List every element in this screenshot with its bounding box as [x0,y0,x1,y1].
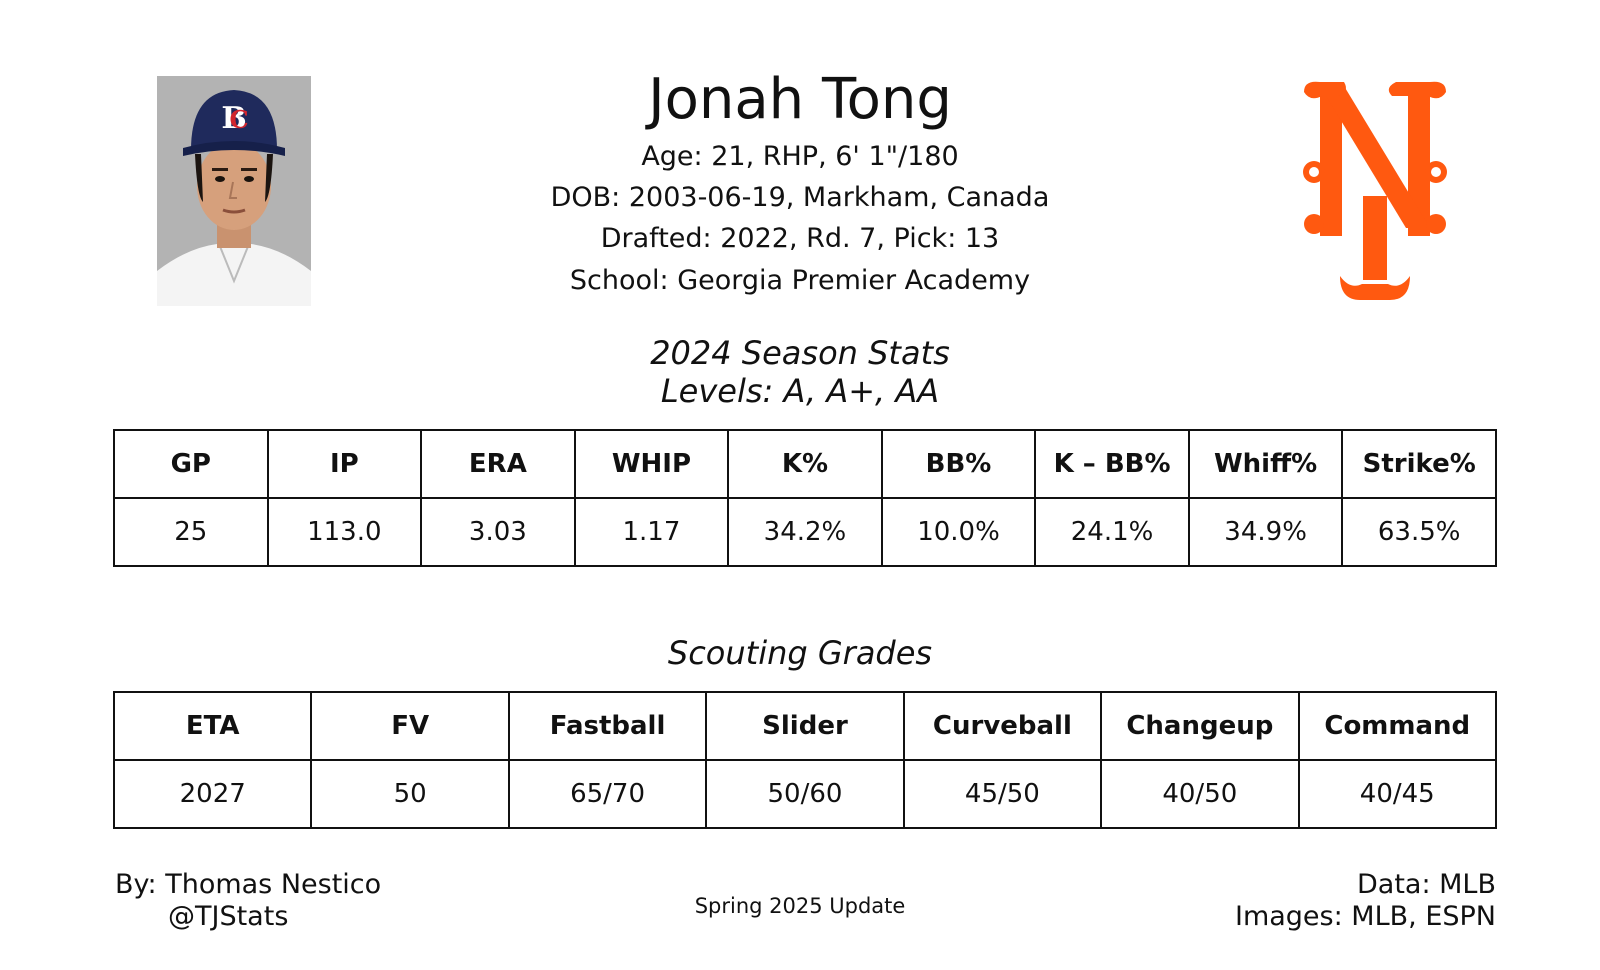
update-label: Spring 2025 Update [694,894,906,918]
credits-block: Data: MLB Images: MLB, ESPN [1235,869,1496,933]
scouting-grades-title: Scouting Grades [667,634,933,672]
header-whiff-pct: Whiff% [1187,429,1344,499]
player-bio-line: Age: 21, RHP, 6' 1"/180 [641,141,959,172]
images-credit: Images: MLB, ESPN [1234,901,1496,932]
value-curveball: 45/50 [902,759,1103,829]
svg-text:C: C [229,105,248,134]
value-era: 3.03 [420,497,576,567]
header-whip: WHIP [573,429,730,499]
value-whiff-pct: 34.9% [1187,497,1344,567]
season-stats-table: GP IP ERA WHIP K% BB% K – BB% Whiff% Str… [113,429,1497,567]
table-header-row: GP IP ERA WHIP K% BB% K – BB% Whiff% Str… [113,429,1497,499]
author-byline: By: Thomas Nestico [115,869,382,900]
scouting-grades-table: ETA FV Fastball Slider Curveball Changeu… [112,691,1498,829]
season-stats-levels: Levels: A, A+, AA [660,372,940,410]
data-credit: Data: MLB [1356,869,1496,900]
player-dob-line: DOB: 2003-06-19, Markham, Canada [550,182,1050,213]
table-row: 2027 50 65/70 50/60 45/50 40/50 40/45 [112,759,1498,829]
value-bb-pct: 10.0% [880,497,1037,567]
header-bb-pct: BB% [880,429,1037,499]
table-header-row: ETA FV Fastball Slider Curveball Changeu… [112,691,1498,761]
svg-text:B: B [221,101,246,136]
table-row: 25 113.0 3.03 1.17 34.2% 10.0% 24.1% 34.… [113,497,1497,567]
header-fastball: Fastball [507,691,708,761]
header-slider: Slider [705,691,905,761]
value-k-pct: 34.2% [727,497,883,567]
player-name: Jonah Tong [648,67,952,132]
header-k-minus-bb: K – BB% [1034,429,1190,499]
header-k-pct: K% [727,429,883,499]
value-command: 40/45 [1297,759,1498,829]
value-fastball: 65/70 [507,759,708,829]
header-command: Command [1297,691,1498,761]
value-slider: 50/60 [705,759,905,829]
header-gp: GP [113,429,269,499]
value-k-minus-bb: 24.1% [1034,497,1190,567]
header-curveball: Curveball [902,691,1103,761]
ny-team-logo [1300,78,1450,303]
header-fv: FV [310,691,510,761]
season-stats-title: 2024 Season Stats [650,334,950,372]
player-draft-line: Drafted: 2022, Rd. 7, Pick: 13 [600,223,1000,254]
header-strike-pct: Strike% [1341,429,1497,499]
header-eta: ETA [112,691,313,761]
header-ip: IP [266,429,423,499]
value-eta: 2027 [112,759,313,829]
value-whip: 1.17 [573,497,730,567]
value-strike-pct: 63.5% [1341,497,1497,567]
player-school-line: School: Georgia Premier Academy [569,265,1031,296]
value-gp: 25 [113,497,269,567]
player-headshot: B C [157,76,311,306]
author-handle: @TJStats [168,901,289,932]
value-changeup: 40/50 [1100,759,1300,829]
value-ip: 113.0 [266,497,423,567]
value-fv: 50 [310,759,510,829]
header-changeup: Changeup [1100,691,1300,761]
header-era: ERA [420,429,576,499]
